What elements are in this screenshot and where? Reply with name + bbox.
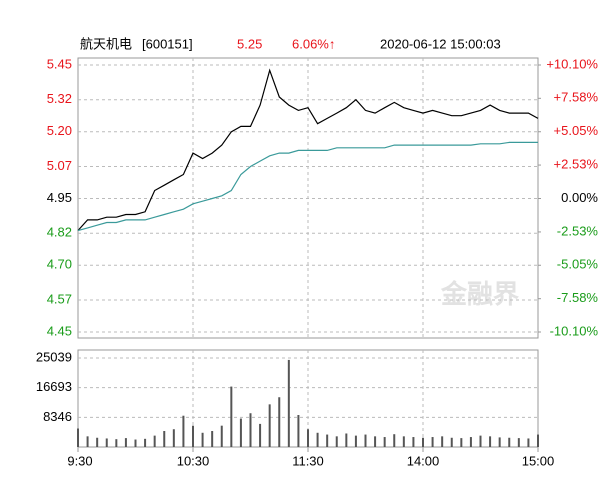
volume-bar — [354, 435, 357, 447]
volume-bar — [144, 438, 147, 447]
volume-bar — [124, 438, 127, 447]
timestamp: 2020-06-12 15:00:03 — [380, 36, 501, 51]
change: 6.06%↑ — [292, 36, 335, 51]
x-tick-label: 11:30 — [292, 453, 324, 468]
volume-bar — [249, 413, 252, 447]
y-tick-label: 4.70 — [47, 257, 72, 272]
volume-bar — [489, 436, 492, 447]
volume-bar — [105, 438, 108, 447]
y-tick-label: 4.82 — [47, 225, 72, 240]
volume-bar — [115, 439, 118, 447]
stock-code: [600151] — [142, 36, 193, 51]
volume-bar — [230, 386, 233, 447]
volume-bar — [402, 436, 405, 447]
volume-bar — [239, 418, 242, 447]
volume-bar — [479, 435, 482, 447]
y-tick-label: 5.07 — [47, 158, 72, 173]
volume-bar — [287, 359, 290, 447]
volume-bar — [469, 437, 472, 447]
volume-bar — [307, 429, 309, 447]
y-tick-label: 4.45 — [47, 323, 72, 338]
y2-tick-label: +2.53% — [554, 156, 599, 171]
y2-tick-label: +5.05% — [554, 123, 599, 138]
y-tick-label: 8346 — [43, 409, 72, 424]
y2-tick-label: -5.05% — [557, 257, 599, 272]
volume-bar — [316, 432, 319, 447]
volume-bar — [422, 437, 424, 447]
volume-bar — [431, 437, 434, 447]
volume-bar — [192, 425, 194, 447]
volume-bar — [450, 437, 453, 447]
y2-tick-label: -2.53% — [557, 223, 599, 238]
y2-tick-label: +7.58% — [554, 90, 599, 105]
volume-bar — [498, 437, 501, 447]
series-line — [77, 141, 538, 232]
volume-bar — [86, 436, 89, 447]
volume-bar — [153, 435, 156, 447]
volume-bar — [77, 428, 79, 447]
y-tick-label: 4.57 — [47, 291, 72, 306]
y2-tick-label: -10.10% — [550, 323, 599, 338]
volume-bar — [517, 438, 520, 447]
volume-bar — [527, 438, 530, 447]
volume-bar — [345, 433, 348, 447]
y-tick-label: 5.20 — [47, 123, 72, 138]
volume-bar — [182, 415, 185, 447]
volume-bar — [508, 437, 511, 447]
y-tick-label: 4.95 — [47, 190, 72, 205]
volume-bar — [326, 434, 329, 447]
volume-bar — [537, 434, 539, 447]
volume-bar — [393, 434, 396, 447]
y-tick-label: 5.32 — [47, 91, 72, 106]
volume-bar — [211, 431, 214, 447]
volume-bar — [134, 439, 137, 447]
volume-bar — [297, 415, 300, 447]
y2-tick-label: 0.00% — [561, 190, 598, 205]
volume-bar — [441, 436, 444, 447]
volume-bar — [460, 438, 463, 447]
y2-tick-label: -7.58% — [557, 290, 599, 305]
volume-bar — [172, 429, 175, 447]
y-tick-label: 5.45 — [47, 56, 72, 71]
y2-tick-label: +10.10% — [546, 56, 598, 71]
x-tick-label: 10:30 — [177, 453, 210, 468]
volume-bar — [364, 434, 367, 447]
x-tick-label: 9:30 — [67, 453, 92, 468]
watermark: 金融界 — [440, 279, 519, 309]
volume-bar — [259, 423, 262, 447]
volume-bar — [268, 404, 271, 447]
volume-bar — [335, 436, 338, 447]
volume-bar — [412, 437, 415, 447]
volume-bar — [163, 431, 166, 447]
y-tick-label: 16693 — [36, 379, 72, 394]
volume-bar — [278, 397, 281, 447]
y-tick-label: 25039 — [36, 349, 72, 364]
volume-bar — [374, 436, 377, 447]
series-line — [77, 68, 539, 231]
volume-bar — [383, 437, 386, 447]
volume-bar — [201, 432, 204, 447]
last-price: 5.25 — [237, 36, 262, 51]
x-tick-label: 15:00 — [522, 453, 555, 468]
x-tick-label: 14:00 — [407, 453, 440, 468]
stock-name: 航天机电 — [80, 36, 132, 51]
volume-bar — [220, 425, 223, 447]
volume-bar — [96, 437, 99, 447]
